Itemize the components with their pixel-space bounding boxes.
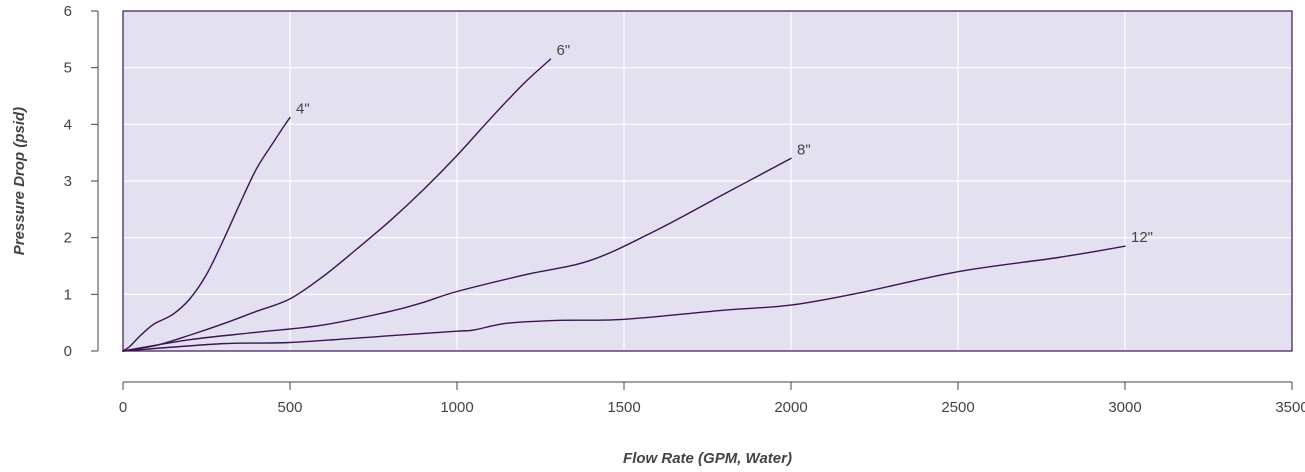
x-axis-title: Flow Rate (GPM, Water) xyxy=(623,450,792,467)
x-tick-label: 2000 xyxy=(774,399,807,416)
y-tick-label: 1 xyxy=(64,286,72,303)
y-axis-title: Pressure Drop (psid) xyxy=(11,107,28,255)
series-line-4 xyxy=(122,245,1126,352)
x-tick-label: 0 xyxy=(119,399,127,416)
y-tick-label: 3 xyxy=(64,173,72,190)
x-tick-label: 3500 xyxy=(1275,399,1305,416)
series-line-3 xyxy=(122,157,792,352)
series-line-1 xyxy=(122,116,291,352)
series-labels: 4" 6" 8" 12" xyxy=(296,42,1153,246)
x-tick-label: 1000 xyxy=(440,399,473,416)
y-tick-label: 5 xyxy=(64,60,72,77)
x-tick-label: 3000 xyxy=(1108,399,1141,416)
series-label-2: 6" xyxy=(557,42,571,59)
y-tick-label: 4 xyxy=(64,116,72,133)
axes: 0 1 2 3 4 5 6 0 500 1000 1500 2000 2500 3000 3500 xyxy=(64,3,1305,416)
grid-lines xyxy=(124,12,1291,350)
y-tick-label: 2 xyxy=(64,230,72,247)
series-label-3: 8" xyxy=(797,141,811,158)
x-tick-label: 1500 xyxy=(607,399,640,416)
x-tick-label: 2500 xyxy=(941,399,974,416)
y-tick-label: 6 xyxy=(64,3,72,20)
series-label-4: 12" xyxy=(1131,229,1153,246)
series-lines xyxy=(122,58,1126,352)
y-tick-label: 0 xyxy=(64,343,72,360)
x-tick-label: 500 xyxy=(277,399,302,416)
series-label-1: 4" xyxy=(296,101,310,118)
series-line-2 xyxy=(122,58,552,352)
